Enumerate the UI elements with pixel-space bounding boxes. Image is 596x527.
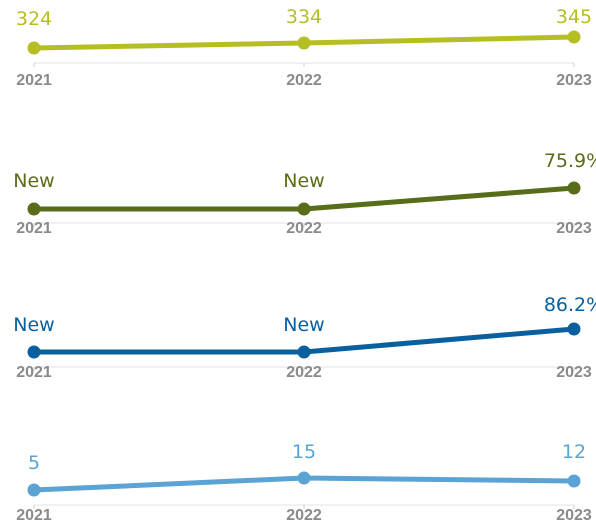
data-point	[298, 203, 311, 216]
data-label: 334	[286, 6, 322, 28]
x-tick-label: 2022	[286, 72, 322, 89]
x-tick-label: 2023	[556, 220, 592, 237]
data-point	[28, 42, 41, 55]
data-label: 345	[556, 6, 592, 28]
data-label: 75.9%	[544, 150, 596, 172]
chart-3: 2021 2022 2023 New New 86.2%	[13, 294, 596, 381]
x-tick-label: 2021	[16, 364, 52, 381]
data-label: 86.2%	[544, 294, 596, 316]
data-point	[28, 203, 41, 216]
data-point	[28, 346, 41, 359]
x-tick-label: 2023	[556, 72, 592, 89]
data-point	[298, 346, 311, 359]
x-tick-label: 2022	[286, 220, 322, 237]
data-point	[568, 323, 581, 336]
data-point	[568, 31, 581, 44]
data-label: New	[13, 314, 54, 336]
x-tick-label: 2022	[286, 364, 322, 381]
data-label: New	[283, 314, 324, 336]
data-point	[28, 484, 41, 497]
x-tick-label: 2023	[556, 364, 592, 381]
x-tick-label: 2021	[16, 507, 52, 524]
data-label: 12	[562, 441, 586, 463]
data-point	[568, 475, 581, 488]
data-label: New	[283, 170, 324, 192]
chart-1: 2021 2022 2023 324 334 345	[16, 6, 592, 89]
data-point	[298, 37, 311, 50]
data-label: New	[13, 170, 54, 192]
x-tick-label: 2022	[286, 507, 322, 524]
x-tick-label: 2021	[16, 220, 52, 237]
x-tick-label: 2023	[556, 507, 592, 524]
data-label: 5	[28, 452, 40, 474]
data-point	[298, 472, 311, 485]
chart-4: 2021 2022 2023 5 15 12	[16, 441, 592, 524]
chart-2: 2021 2022 2023 New New 75.9%	[13, 150, 596, 237]
x-tick-label: 2021	[16, 72, 52, 89]
data-label: 324	[16, 8, 52, 30]
data-label: 15	[292, 441, 316, 463]
data-point	[568, 182, 581, 195]
